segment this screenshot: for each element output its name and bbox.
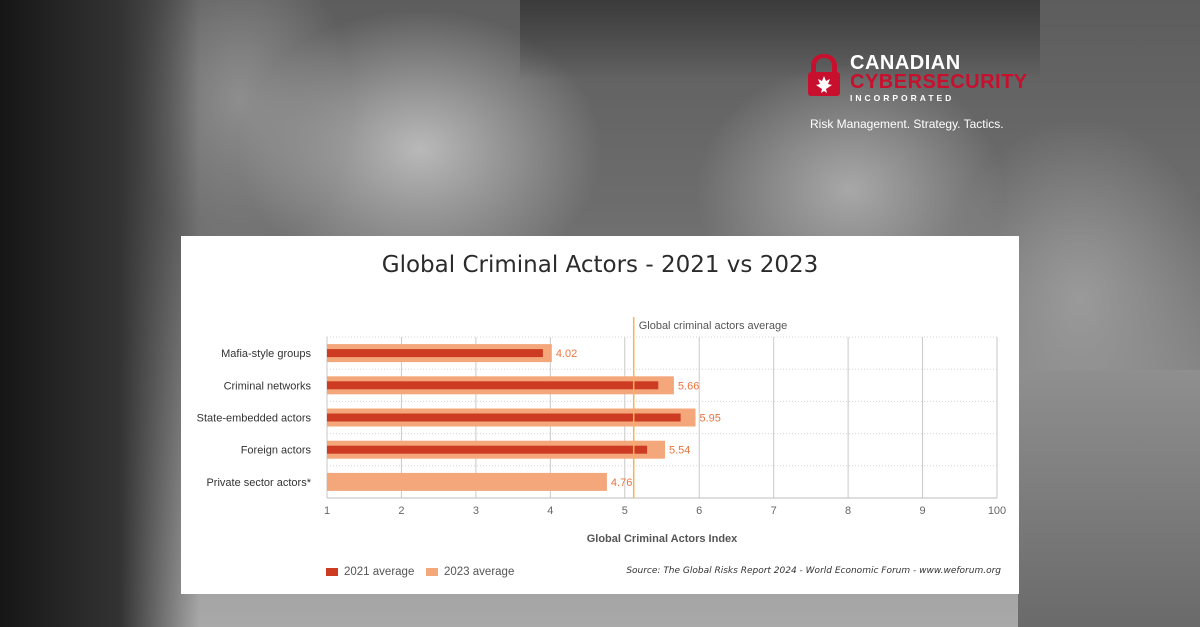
photo-shadow-top <box>520 0 1040 80</box>
y-category-label: Private sector actors* <box>206 477 311 489</box>
brand-name-line2: CYBERSECURITY <box>850 71 1028 93</box>
x-axis-title: Global Criminal Actors Index <box>587 533 738 545</box>
reference-line-label: Global criminal actors average <box>639 320 788 332</box>
bar-2021 <box>327 445 648 454</box>
brand-tagline: Risk Management. Strategy. Tactics. <box>810 117 1004 131</box>
chart-card: Global Criminal Actors - 2021 vs 2023 1 2… <box>181 236 1019 594</box>
brand-name-line1: CANADIAN <box>850 52 961 74</box>
legend-label-2023: 2023 average <box>444 566 515 578</box>
data-label: 4.76 <box>611 477 632 489</box>
data-label: 5.95 <box>700 413 721 425</box>
bar-2023 <box>327 472 607 491</box>
legend-swatch-2021 <box>326 568 338 576</box>
chart-source: Source: The Global Risks Report 2024 - W… <box>626 566 1001 576</box>
x-tick-label: 4 <box>547 505 553 517</box>
brand-name-line3: INCORPORATED <box>850 93 955 103</box>
bar-chart: 1 2 3 4 5 6 7 8 9 100 4.02 Mafia-style groups 5.66 Cr… <box>197 317 1006 545</box>
brand-block: CANADIAN CYBERSECURITY INCORPORATED Risk… <box>806 52 1027 132</box>
x-tick-label: 5 <box>622 505 628 517</box>
legend-swatch-2023 <box>426 568 438 576</box>
x-tick-label: 1 <box>324 505 330 517</box>
x-tick-label: 3 <box>473 505 479 517</box>
data-label: 4.02 <box>556 348 577 360</box>
bar-2021 <box>327 381 659 390</box>
x-tick-label: 100 <box>988 505 1006 517</box>
y-category-label: Mafia-style groups <box>221 348 311 360</box>
x-tick-label: 8 <box>845 505 851 517</box>
x-tick-label: 9 <box>919 505 925 517</box>
y-category-label: Criminal networks <box>224 380 312 392</box>
y-category-label: State-embedded actors <box>197 413 312 425</box>
photo-shadow-left <box>0 0 200 627</box>
legend-label-2021: 2021 average <box>344 566 415 578</box>
legend-item-2021: 2021 average <box>326 566 414 578</box>
x-tick-label: 6 <box>696 505 702 517</box>
legend-item-2023: 2023 average <box>426 566 514 578</box>
chart-title: Global Criminal Actors - 2021 vs 2023 <box>381 252 819 278</box>
x-tick-label: 7 <box>771 505 777 517</box>
photo-table-surface <box>1018 370 1200 627</box>
bar-2021 <box>327 413 681 422</box>
data-label: 5.66 <box>678 380 699 392</box>
y-category-label: Foreign actors <box>241 445 312 457</box>
x-tick-label: 2 <box>398 505 404 517</box>
bar-2021 <box>327 349 543 358</box>
shield-lock-icon <box>808 54 840 96</box>
data-label: 5.54 <box>669 445 690 457</box>
